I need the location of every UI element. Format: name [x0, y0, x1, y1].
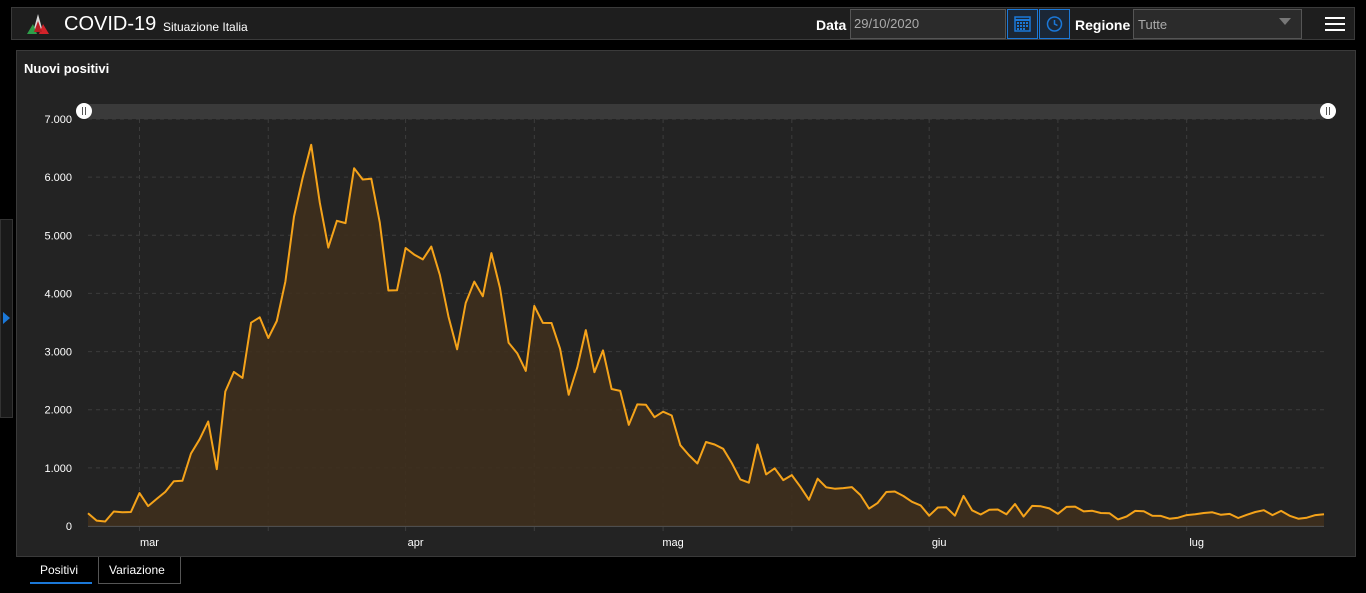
x-tick-label: apr	[408, 537, 424, 549]
x-tick-label: giu	[932, 537, 947, 549]
series-line	[87, 143, 1325, 523]
range-slider-track[interactable]	[83, 104, 1333, 119]
calendar-button[interactable]	[1007, 9, 1038, 39]
x-tick-label: mar	[140, 537, 159, 549]
clock-icon	[1046, 16, 1063, 32]
y-tick-label: 0	[66, 521, 72, 533]
tab-variazione[interactable]: Variazione	[98, 557, 181, 584]
slider-handle-icon[interactable]	[76, 103, 92, 119]
date-input[interactable]: 29/10/2020	[850, 9, 1006, 39]
chevron-down-icon	[1279, 18, 1291, 25]
region-select-value: Tutte	[1138, 17, 1168, 32]
x-tick-label: mag	[662, 537, 683, 549]
series-area	[88, 144, 1324, 527]
x-tick-label: lug	[1189, 537, 1204, 549]
calendar-icon	[1014, 16, 1031, 32]
region-label: Regione	[1075, 17, 1131, 33]
y-tick-label: 5.000	[44, 230, 72, 242]
chart-panel: Nuovi positivi 0 1.000 2.000 3.000 4.000 5.00…	[16, 50, 1356, 557]
app-subtitle: Situazione Italia	[163, 20, 248, 34]
chart-svg: 0 1.000 2.000 3.000 4.000 5.000 6.000 7.000 mar a…	[44, 103, 1336, 549]
slider-handle-icon[interactable]	[1320, 103, 1336, 119]
menu-button[interactable]	[1325, 14, 1345, 34]
menu-icon-bar	[1325, 23, 1345, 25]
y-tick-label: 2.000	[44, 405, 72, 417]
y-tick-label: 4.000	[44, 288, 72, 300]
menu-icon-bar	[1325, 17, 1345, 19]
y-tick-label: 1.000	[44, 463, 72, 475]
tab-positivi[interactable]: Positivi	[30, 557, 92, 584]
time-button[interactable]	[1039, 9, 1070, 39]
logo-icon	[27, 14, 49, 34]
y-tick-label: 6.000	[44, 172, 72, 184]
y-tick-label: 7.000	[44, 114, 72, 126]
panel-title: Nuovi positivi	[24, 61, 110, 76]
expand-arrow-icon	[3, 312, 10, 324]
menu-icon-bar	[1325, 29, 1345, 31]
side-panel-toggle[interactable]	[0, 219, 13, 418]
region-select[interactable]: Tutte	[1133, 9, 1302, 39]
y-tick-label: 3.000	[44, 347, 72, 359]
header-bar: COVID-19 Situazione Italia Data 29/10/20…	[11, 7, 1355, 40]
app-title: COVID-19	[64, 13, 157, 35]
date-label: Data	[816, 17, 847, 33]
